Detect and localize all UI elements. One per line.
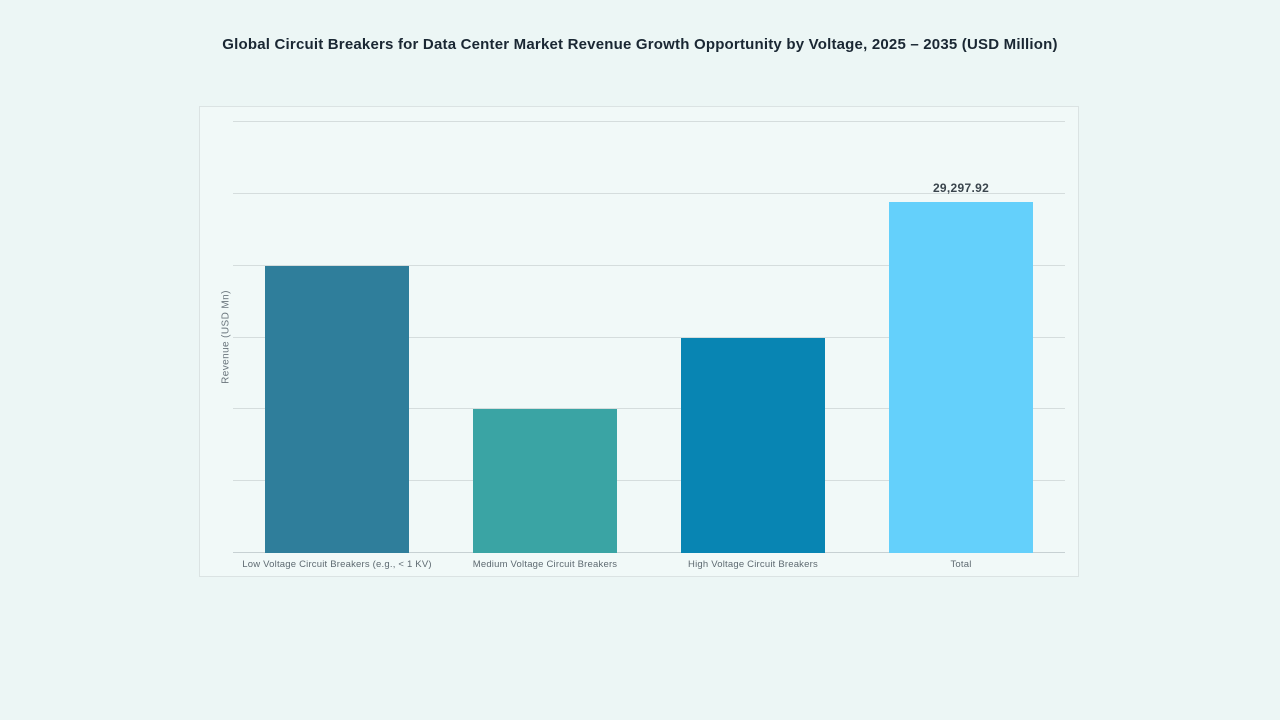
x-axis-labels: Low Voltage Circuit Breakers (e.g., < 1 … xyxy=(233,559,1065,570)
x-axis-label: Total xyxy=(950,559,972,570)
y-axis-title: Revenue (USD Mn) xyxy=(220,290,232,384)
bar-slot xyxy=(441,122,649,553)
bar-data-label: 29,297.92 xyxy=(932,181,990,196)
gridline xyxy=(233,336,1065,338)
bar-1 xyxy=(265,265,409,553)
bar-2 xyxy=(473,409,617,553)
bar-slot: 29,297.92 xyxy=(857,122,1065,553)
bar-4 xyxy=(889,202,1033,553)
gridline xyxy=(233,264,1065,266)
bar-slot xyxy=(233,122,441,553)
gridline xyxy=(233,192,1065,194)
gridline xyxy=(233,408,1065,410)
bar-slot xyxy=(649,122,857,553)
x-axis-line xyxy=(233,552,1065,553)
x-axis-label: Low Voltage Circuit Breakers (e.g., < 1 … xyxy=(242,559,432,570)
x-axis-label: High Voltage Circuit Breakers xyxy=(688,559,818,570)
bars-container: 29,297.92 xyxy=(233,122,1065,553)
x-axis-label: Medium Voltage Circuit Breakers xyxy=(472,559,618,570)
chart-title: Global Circuit Breakers for Data Center … xyxy=(222,36,1058,53)
gridline xyxy=(233,480,1065,482)
chart-panel: Revenue (USD Mn) 29,297.92 Low Voltage C… xyxy=(199,106,1079,577)
bar-3 xyxy=(681,337,825,553)
plot-area: 29,297.92 xyxy=(233,121,1065,553)
gridline xyxy=(233,121,1065,122)
